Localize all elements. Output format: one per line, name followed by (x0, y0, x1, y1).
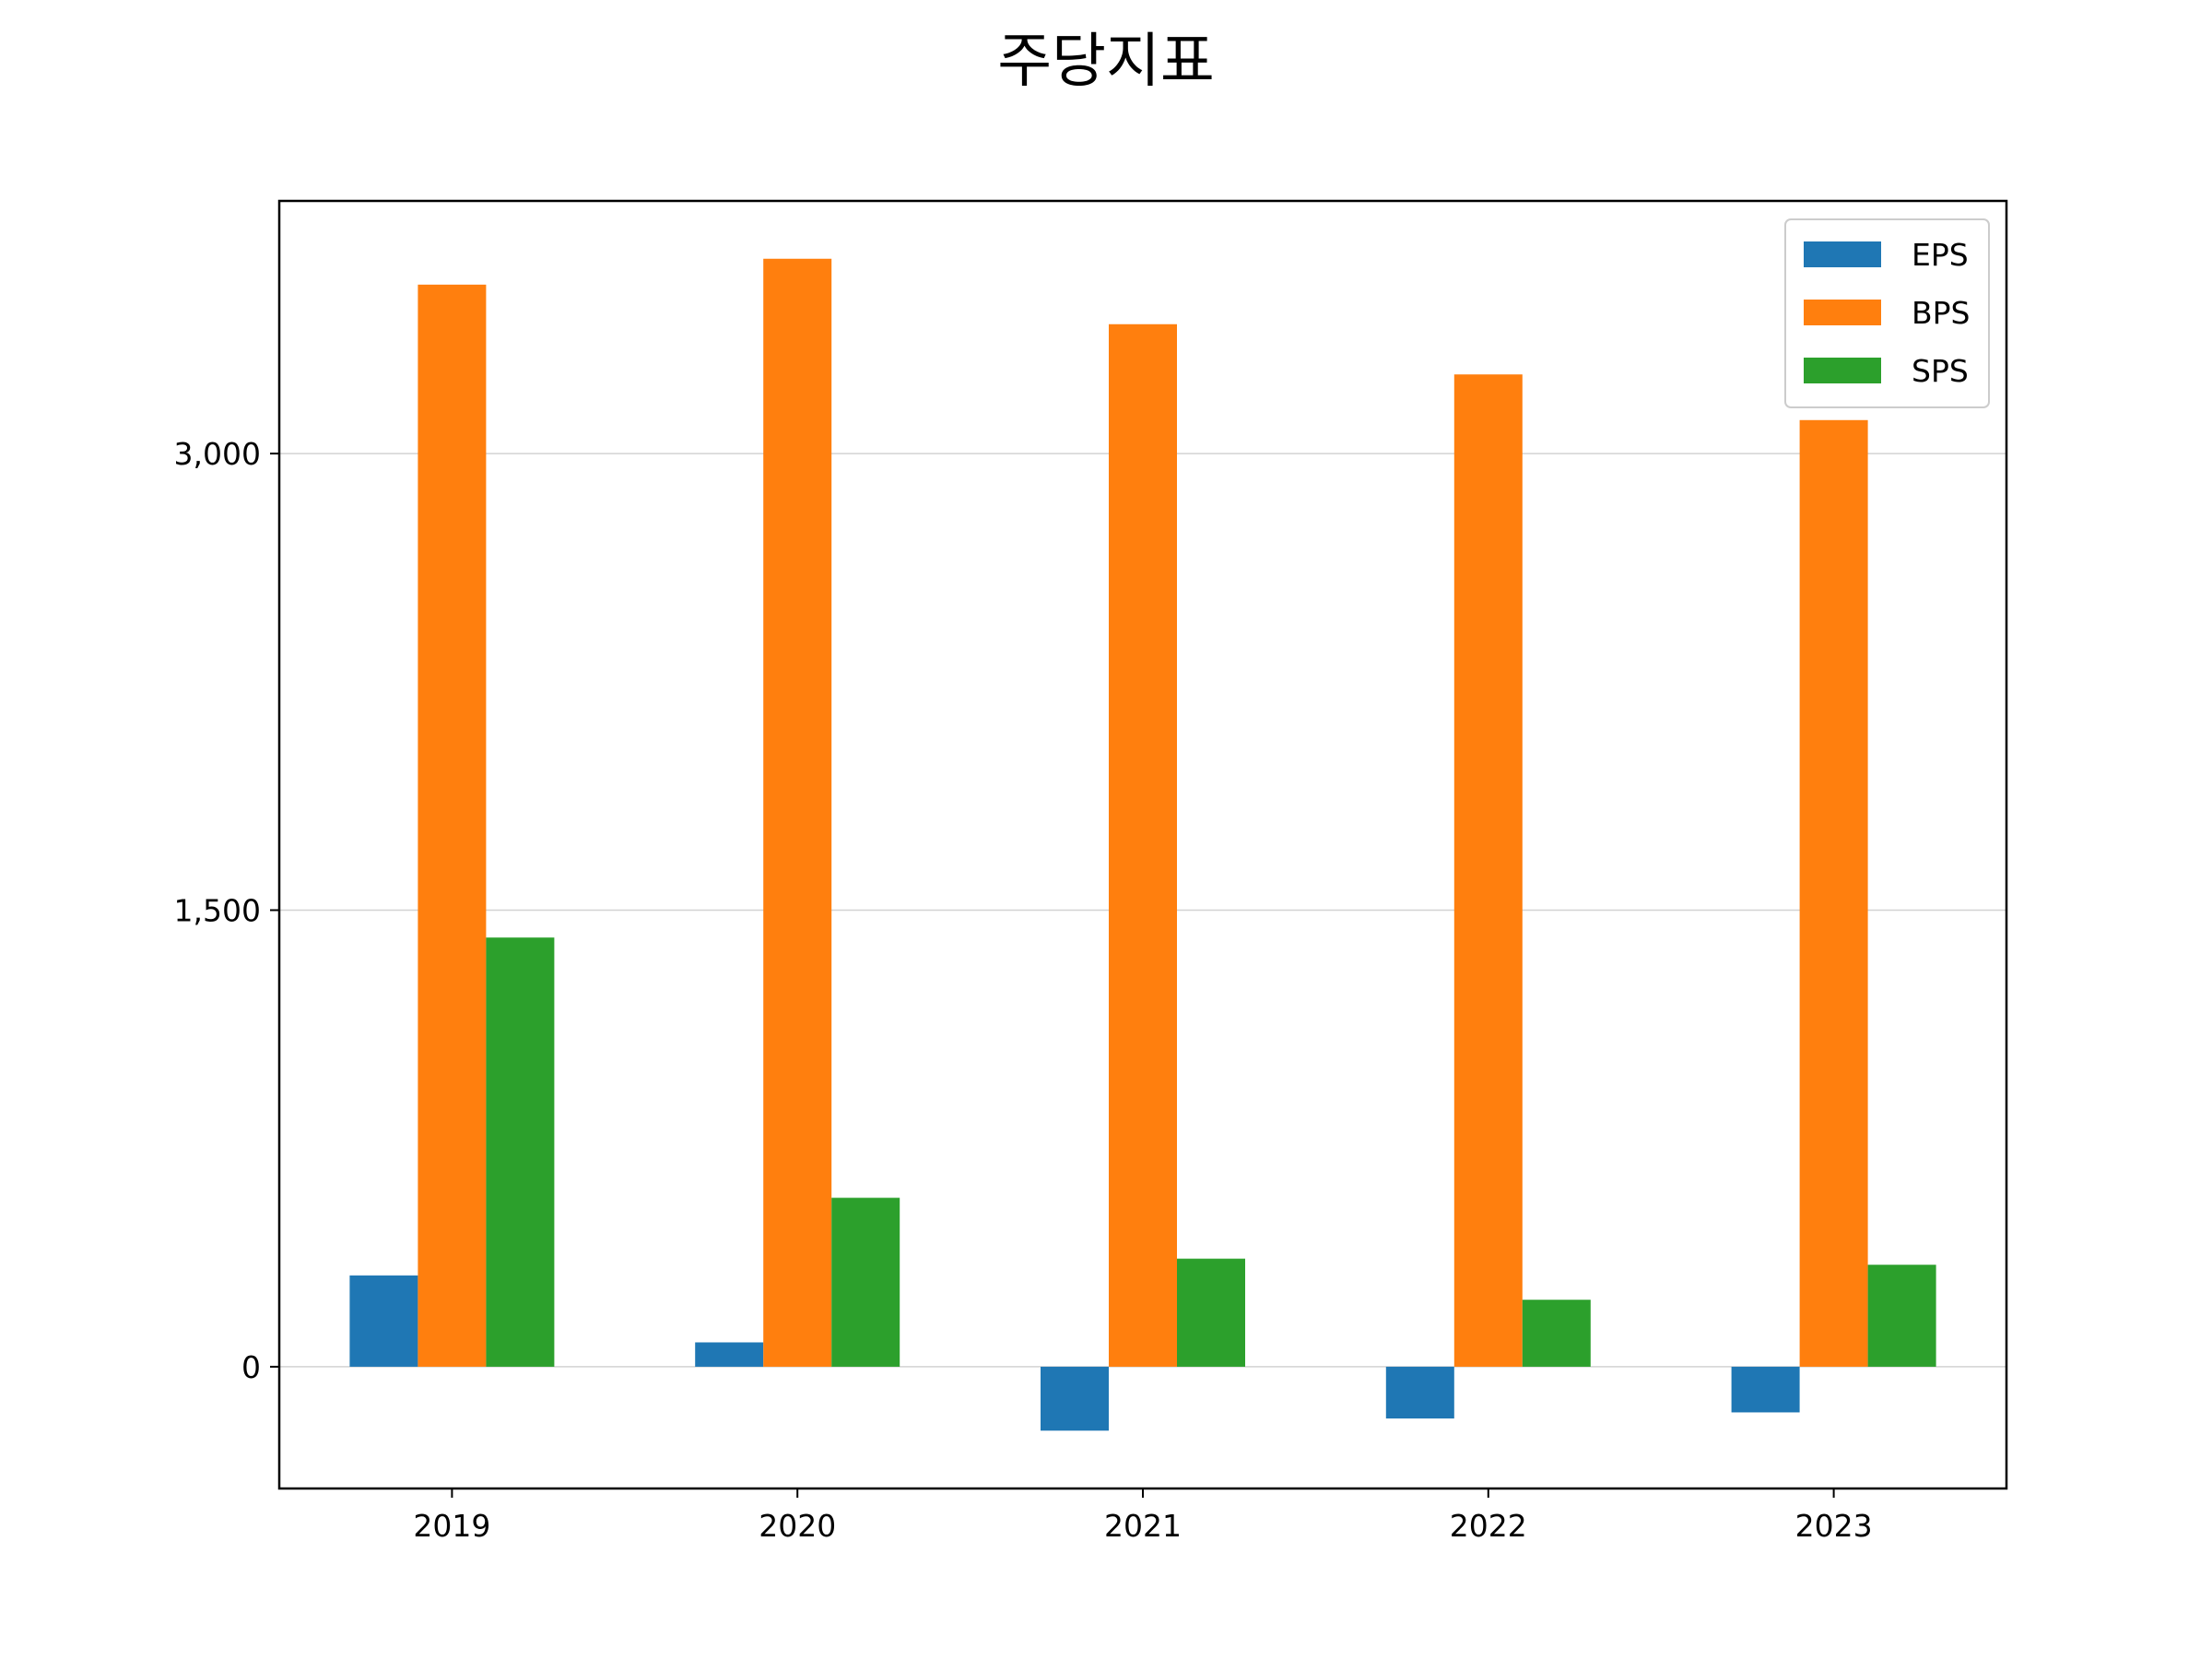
bar-bps-2022 (1453, 374, 1523, 1367)
legend: EPS BPS SPS (1784, 218, 1990, 408)
bar-sps-2023 (1867, 1265, 1936, 1367)
bar-sps-2021 (1177, 1258, 1245, 1367)
x-tick-label: 2020 (759, 1508, 836, 1544)
legend-swatch-bps (1804, 300, 1881, 325)
x-tick-label: 2022 (1450, 1508, 1527, 1544)
legend-label-bps: BPS (1912, 295, 1971, 331)
bar-eps-2019 (349, 1275, 418, 1367)
legend-swatch-sps (1804, 358, 1881, 383)
bar-sps-2020 (831, 1197, 900, 1367)
bar-sps-2019 (486, 937, 555, 1367)
x-tick-label: 2019 (413, 1508, 490, 1544)
bar-sps-2022 (1522, 1300, 1591, 1367)
bars (349, 258, 1936, 1431)
x-axis: 2019 2020 2021 2022 2023 (413, 1488, 1873, 1544)
bar-eps-2020 (695, 1342, 764, 1367)
bar-bps-2019 (418, 284, 487, 1367)
chart-title: 주당지표 (997, 28, 1215, 96)
y-tick-label: 1,500 (174, 893, 261, 929)
bar-eps-2023 (1731, 1366, 1800, 1413)
bar-bps-2021 (1109, 324, 1177, 1367)
y-tick-label: 3,000 (174, 436, 261, 472)
bar-eps-2022 (1385, 1366, 1454, 1419)
legend-label-eps: EPS (1912, 237, 1969, 273)
bar-bps-2023 (1799, 419, 1868, 1367)
x-tick-label: 2023 (1795, 1508, 1873, 1544)
y-axis: 0 1,500 3,000 (174, 436, 279, 1385)
x-tick-label: 2021 (1104, 1508, 1182, 1544)
y-tick-label: 0 (241, 1349, 261, 1385)
legend-swatch-eps (1804, 241, 1881, 267)
bar-bps-2020 (763, 258, 832, 1367)
legend-label-sps: SPS (1912, 353, 1969, 389)
bar-eps-2021 (1041, 1366, 1109, 1431)
